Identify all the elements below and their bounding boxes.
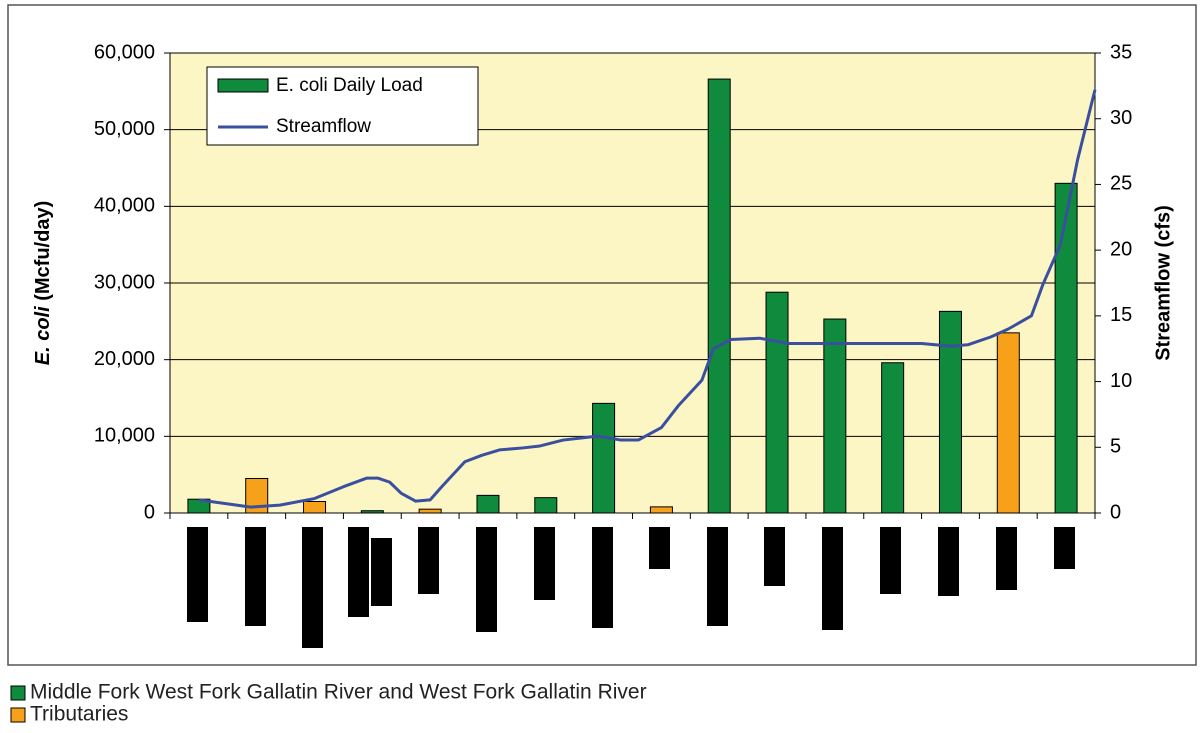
redaction (348, 527, 369, 617)
bar (245, 478, 269, 514)
y2-tick-label: 35 (1110, 41, 1132, 63)
redaction (302, 527, 323, 648)
redaction (764, 527, 785, 586)
bar (360, 510, 384, 514)
y-tick-label: 60,000 (94, 41, 155, 63)
redaction (996, 527, 1017, 590)
y2-tick-label: 10 (1110, 370, 1132, 392)
y-axis-label-italic: E. coli (32, 306, 54, 365)
bar (938, 310, 962, 514)
redaction (534, 527, 555, 600)
y2-axis-label: Streamflow (cfs) (1152, 205, 1174, 361)
redaction (822, 527, 843, 630)
redaction (880, 527, 901, 594)
redaction (371, 538, 392, 606)
bar (534, 497, 558, 514)
bar (996, 332, 1020, 514)
bar (823, 318, 847, 514)
redaction (592, 527, 613, 628)
y2-tick-label: 0 (1110, 501, 1121, 523)
redaction (707, 527, 728, 626)
bar (881, 362, 905, 514)
group-label: Tributaries (30, 703, 128, 726)
bar (187, 498, 211, 514)
line (198, 89, 1097, 509)
group-swatch (10, 707, 26, 723)
redaction (938, 527, 959, 596)
redaction (1054, 527, 1075, 569)
y-tick-label: 30,000 (94, 271, 155, 293)
y2-tick-label: 5 (1110, 436, 1121, 458)
y-tick-label: 50,000 (94, 118, 155, 140)
bar (592, 402, 616, 514)
y-tick-label: 40,000 (94, 195, 155, 217)
y2-tick-label: 25 (1110, 173, 1132, 195)
redaction (245, 527, 266, 626)
bar (649, 506, 673, 514)
group-label: Middle Fork West Fork Gallatin River and… (30, 681, 647, 704)
y-tick-label: 20,000 (94, 348, 155, 370)
redaction (649, 527, 670, 569)
bar (303, 501, 327, 514)
y-axis-label: E. coli (Mcfu/day) (32, 201, 54, 365)
bar (418, 508, 442, 514)
y2-tick-label: 20 (1110, 238, 1132, 260)
redaction (187, 527, 208, 622)
legend-label: Streamflow (276, 116, 371, 137)
y-tick-label: 10,000 (94, 425, 155, 447)
bar (765, 291, 789, 514)
y2-tick-label: 15 (1110, 304, 1132, 326)
redaction (418, 527, 439, 594)
bar (707, 78, 731, 514)
redaction (476, 527, 497, 632)
y-tick-label: 0 (144, 501, 155, 523)
y-axis-label-rest: (Mcfu/day) (32, 201, 54, 301)
bar (476, 494, 500, 514)
bar (1054, 182, 1078, 514)
legend-swatch (217, 78, 269, 93)
group-swatch (10, 685, 26, 701)
y2-tick-label: 30 (1110, 107, 1132, 129)
legend-label: E. coli Daily Load (276, 75, 423, 96)
